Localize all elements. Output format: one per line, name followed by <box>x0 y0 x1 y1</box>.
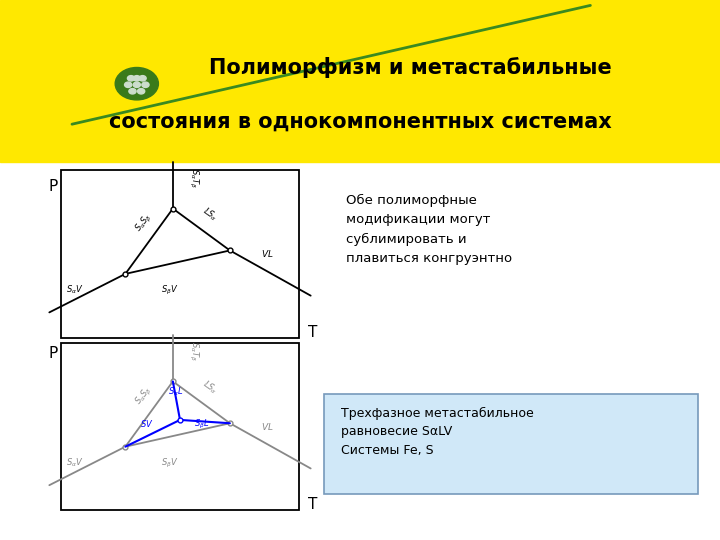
Text: состояния в однокомпонентных системах: состояния в однокомпонентных системах <box>109 111 611 132</box>
Bar <box>61 343 299 510</box>
Text: $LS_\alpha$: $LS_\alpha$ <box>200 377 220 396</box>
Text: $S_\alpha S_\beta$: $S_\alpha S_\beta$ <box>132 211 156 235</box>
Text: $S_\beta V$: $S_\beta V$ <box>161 284 179 297</box>
FancyBboxPatch shape <box>324 394 698 494</box>
Text: $VL$: $VL$ <box>261 421 274 432</box>
Text: P: P <box>49 179 58 194</box>
Text: $S_\alpha T_\beta$: $S_\alpha T_\beta$ <box>187 168 200 188</box>
Circle shape <box>133 76 140 81</box>
Circle shape <box>125 82 132 87</box>
Circle shape <box>138 89 145 94</box>
Text: $S_\alpha S_\beta$: $S_\alpha S_\beta$ <box>132 383 156 408</box>
Text: $LS_\alpha$: $LS_\alpha$ <box>200 205 220 224</box>
Text: Трехфазное метастабильное
равновесие SαLV
Системы Fe, S: Трехфазное метастабильное равновесие SαL… <box>341 407 534 457</box>
Bar <box>61 170 299 338</box>
Bar <box>0 0 720 162</box>
Circle shape <box>139 76 146 81</box>
Text: $S_\alpha V$: $S_\alpha V$ <box>66 284 84 296</box>
Text: P: P <box>49 346 58 361</box>
Text: $S_\beta L$: $S_\beta L$ <box>194 418 210 431</box>
Circle shape <box>142 82 149 87</box>
Text: $S_\alpha T_\beta$: $S_\alpha T_\beta$ <box>187 341 200 361</box>
Circle shape <box>127 76 135 81</box>
Text: $S_\alpha L$: $S_\alpha L$ <box>168 386 184 399</box>
Text: Полиморфизм и метастабильные: Полиморфизм и метастабильные <box>209 57 612 78</box>
Text: $S_\alpha V$: $S_\alpha V$ <box>66 456 84 469</box>
Text: T: T <box>308 325 318 340</box>
Text: T: T <box>308 497 318 512</box>
Text: Обе полиморфные
модификации могут
сублимировать и
плавиться конгруэнтно: Обе полиморфные модификации могут сублим… <box>346 194 512 265</box>
Text: $S_\beta V$: $S_\beta V$ <box>161 456 179 470</box>
Circle shape <box>129 89 136 94</box>
Text: $VL$: $VL$ <box>261 248 274 259</box>
Circle shape <box>115 68 158 100</box>
Text: $SV$: $SV$ <box>140 417 153 429</box>
Circle shape <box>133 82 140 87</box>
